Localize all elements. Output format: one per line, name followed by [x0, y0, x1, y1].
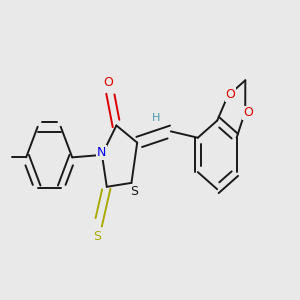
Text: H: H: [152, 113, 160, 123]
Text: O: O: [225, 88, 235, 101]
Text: O: O: [243, 106, 253, 119]
Text: S: S: [94, 230, 101, 243]
Text: O: O: [103, 76, 113, 89]
Text: S: S: [130, 185, 138, 198]
Text: N: N: [97, 146, 106, 159]
